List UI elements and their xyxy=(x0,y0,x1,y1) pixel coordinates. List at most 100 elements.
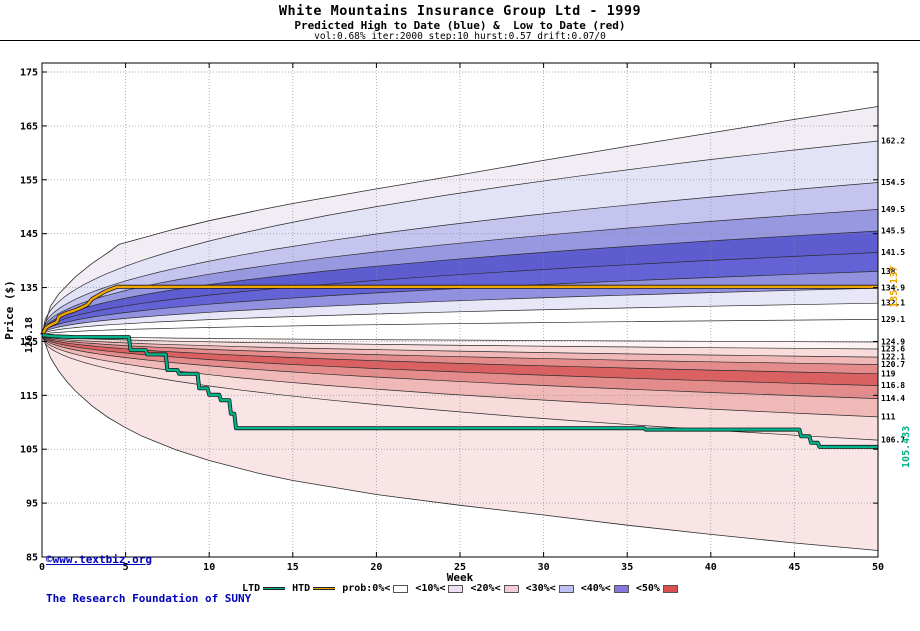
y-axis-title: Price ($) xyxy=(3,280,16,340)
y-tick-label: 135 xyxy=(20,283,38,294)
right-axis-label: 123.6 xyxy=(881,344,905,353)
y-tick-label: 115 xyxy=(20,391,38,402)
htd-line xyxy=(40,285,878,336)
legend-label: <50% xyxy=(635,583,660,594)
right-axis-label: 106.7 xyxy=(881,436,905,445)
right-axis-label: 129.1 xyxy=(881,315,905,324)
y-tick-label: 85 xyxy=(26,553,38,564)
legend-label: HTD xyxy=(292,583,311,594)
legend-box-swatch xyxy=(503,584,519,593)
legend-box-swatch xyxy=(558,584,574,593)
right-axis-label: 120.7 xyxy=(881,360,905,369)
high_fan-band-5 xyxy=(42,209,878,336)
low_fan-envelope-line xyxy=(41,334,879,551)
low_fan-boundary-line xyxy=(41,334,879,365)
x-tick-label: 50 xyxy=(872,562,884,573)
x-tick-label: 30 xyxy=(538,562,550,573)
low_fan-band-7 xyxy=(42,335,878,441)
high_fan-band-4 xyxy=(42,231,878,336)
legend: LTD HTD prob:0%< <10%< <20%< <30%< <40%< <50% xyxy=(0,583,920,594)
right-axis-label: 122.1 xyxy=(881,353,905,362)
low_fan-band-2 xyxy=(42,335,878,365)
right-axis-label: 119 xyxy=(881,369,896,378)
chart-title: White Mountains Insurance Group Ltd - 19… xyxy=(278,3,642,19)
legend-label: <10%< xyxy=(415,583,446,594)
high_fan-boundary-line xyxy=(41,319,879,336)
high_fan-band-7 xyxy=(42,141,878,336)
chart-params: vol:0.68% iter:2000 step:10 hurst:0.57 d… xyxy=(314,31,606,42)
legend-box-swatch xyxy=(662,584,678,593)
legend-item-ltd: LTD xyxy=(242,583,286,594)
legend-label: LTD xyxy=(242,583,261,594)
high_fan-band-6 xyxy=(42,182,878,336)
x-tick-label: 15 xyxy=(287,562,299,573)
right-axis-label: 145.5 xyxy=(881,226,905,235)
right-axis-label: 162.2 xyxy=(881,136,905,145)
legend-item-prob0: prob:0%< xyxy=(342,583,409,594)
x-tick-label: 25 xyxy=(454,562,466,573)
low_fan-band-0 xyxy=(42,335,878,349)
low_fan-band-3 xyxy=(42,335,878,374)
legend-box-swatch xyxy=(448,584,464,593)
legend-box-swatch xyxy=(613,584,629,593)
x-tick-label: 0 xyxy=(39,562,45,573)
y-tick-label: 155 xyxy=(20,175,38,186)
right-axis-label: 154.5 xyxy=(881,178,905,187)
right-axis-label: 116.8 xyxy=(881,381,905,390)
y-tick-label: 95 xyxy=(26,499,38,510)
htd-final-label: 135.137 xyxy=(889,266,900,308)
legend-label: <40%< xyxy=(580,583,611,594)
legend-line-swatch xyxy=(263,587,286,590)
legend-label: <20%< xyxy=(470,583,501,594)
y-tick-label: 165 xyxy=(20,121,38,132)
low_fan-boundary-line xyxy=(41,334,879,441)
start-price-label: 126.18 xyxy=(24,317,35,353)
legend-item-30: <30%< xyxy=(526,583,574,594)
ltd-line xyxy=(41,333,878,449)
watermark-site: ©www.textbiz.org xyxy=(46,553,152,566)
y-tick-label: 105 xyxy=(20,445,38,456)
high_fan-boundary-line xyxy=(41,302,879,336)
low_fan-boundary-line xyxy=(41,334,879,386)
right-axis-label: 111 xyxy=(881,412,896,421)
right-axis-label: 138 xyxy=(881,267,896,276)
legend-item-10: <10%< xyxy=(415,583,464,594)
x-tick-label: 40 xyxy=(705,562,717,573)
legend-box-swatch xyxy=(393,584,409,593)
high_fan-envelope-line xyxy=(41,106,879,336)
low_fan-boundary-line xyxy=(41,334,879,358)
right-axis-label: 124.9 xyxy=(881,337,905,346)
low_fan-band-5 xyxy=(42,335,878,399)
x-tick-label: 45 xyxy=(788,562,800,573)
x-tick-label: 10 xyxy=(203,562,215,573)
fan-chart-svg: 0 5 10 15 20 25 30 35 40 45 50 85 95 105 115 125 135 145 1… xyxy=(3,62,912,584)
watermark: ©www.textbiz.org The Research Foundation… xyxy=(46,527,251,631)
high_fan-envelope-region xyxy=(42,106,878,336)
x-tick-label: 20 xyxy=(370,562,382,573)
header-divider xyxy=(0,40,920,41)
chart-subtitle: Predicted High to Date (blue) & Low to D… xyxy=(294,19,626,32)
right-axis-label: 141.5 xyxy=(881,248,905,257)
low_fan-boundary-line xyxy=(41,334,879,418)
x-tick-label: 5 xyxy=(123,562,129,573)
y-tick-label: 175 xyxy=(20,68,38,79)
low_fan-boundary-line xyxy=(41,334,879,399)
legend-item-40: <40%< xyxy=(581,583,629,594)
y-tick-label: 145 xyxy=(20,229,38,240)
high_fan-band-3 xyxy=(42,252,878,336)
right-axis-label: 114.4 xyxy=(881,394,905,403)
legend-line-swatch xyxy=(313,587,336,590)
high_fan-boundary-line xyxy=(41,287,879,336)
legend-item-htd: HTD xyxy=(292,583,336,594)
legend-label: prob:0%< xyxy=(342,583,391,594)
high_fan-boundary-line xyxy=(41,140,879,336)
legend-label: <30%< xyxy=(525,583,556,594)
y-tick-label: 125 xyxy=(20,337,38,348)
fan-chart-image: 0 5 10 15 20 25 30 35 40 45 50 85 95 105 115 125 135 145 1… xyxy=(0,3,920,605)
ltd-final-label: 105.433 xyxy=(901,426,912,468)
right-axis-label: 149.5 xyxy=(881,205,905,214)
low_fan-band-4 xyxy=(42,335,878,386)
legend-item-50: <50% xyxy=(636,583,678,594)
high_fan-boundary-line xyxy=(41,182,879,336)
legend-item-20: <20%< xyxy=(470,583,519,594)
